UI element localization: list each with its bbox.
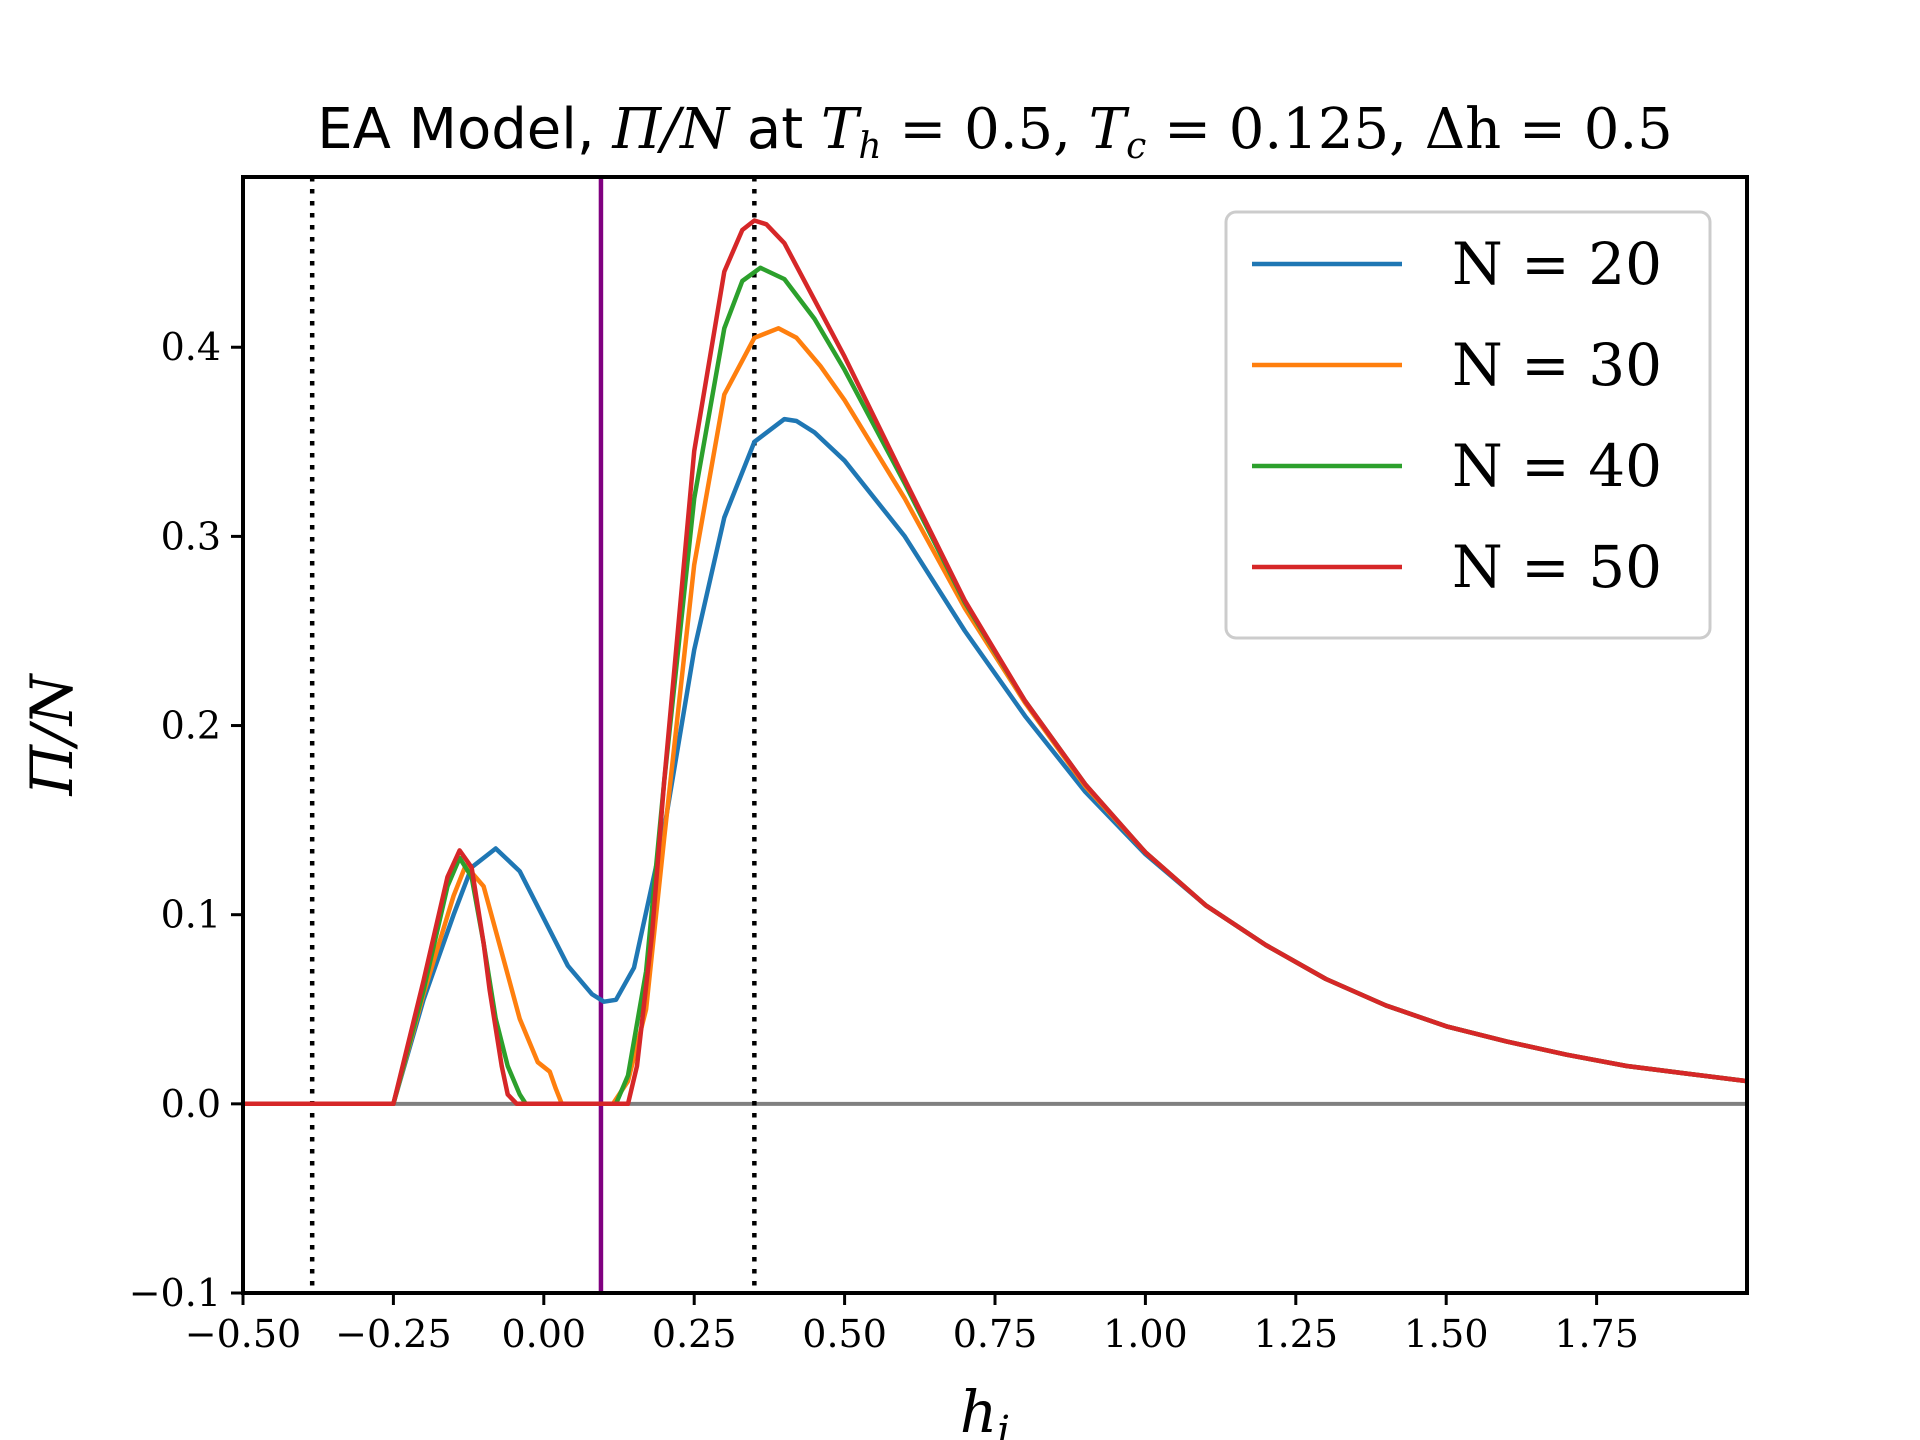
x-axis-label-sub: i xyxy=(997,1408,1010,1440)
y-tick-label: 0.0 xyxy=(161,1082,221,1126)
title-dh: Δh = 0.5 xyxy=(1425,97,1673,162)
x-tick-label: −0.50 xyxy=(185,1312,301,1356)
legend-label-1: N = 20 xyxy=(1452,230,1662,298)
x-tick-label: 1.50 xyxy=(1404,1312,1489,1356)
legend: N = 20 N = 30 N = 40 N = 50 xyxy=(1224,210,1712,640)
x-tick-label: 1.75 xyxy=(1554,1312,1639,1356)
y-tick-label: 0.1 xyxy=(161,893,221,937)
legend-label-3: N = 40 xyxy=(1452,432,1662,500)
y-tick-label: 0.4 xyxy=(161,325,221,369)
x-tick-label: 1.25 xyxy=(1253,1312,1338,1356)
legend-label-4: N = 50 xyxy=(1452,533,1662,601)
chart-title: EA Model, Π/N at Th = 0.5, Tc = 0.125, Δ… xyxy=(317,97,1673,167)
plot-area xyxy=(243,177,1747,1293)
title-tc: T xyxy=(1089,97,1130,162)
x-axis-label-main: h xyxy=(960,1378,997,1440)
title-th-sub: h xyxy=(858,126,881,167)
x-axis: −0.50 −0.25 0.00 0.25 0.50 0.75 1.00 1.25 1.50 1.… xyxy=(185,1293,1639,1356)
x-axis-label: hi xyxy=(960,1378,1010,1440)
legend-label-2: N = 30 xyxy=(1452,331,1662,399)
y-axis-label: Π/N xyxy=(18,672,86,796)
title-tc-val: = 0.125, xyxy=(1146,97,1424,162)
title-tc-sub: c xyxy=(1126,126,1146,167)
title-pi-n: Π/N xyxy=(611,97,731,162)
title-th-val: = 0.5, xyxy=(882,97,1089,162)
title-at: at xyxy=(729,97,821,162)
x-tick-label: 0.25 xyxy=(652,1312,737,1356)
y-tick-label: 0.2 xyxy=(161,704,221,748)
series-line-4 xyxy=(243,218,1747,1107)
title-th: T xyxy=(821,97,862,162)
x-tick-label: 1.00 xyxy=(1103,1312,1188,1356)
legend-box xyxy=(1224,210,1712,640)
y-axis: −0.1 0.0 0.1 0.2 0.3 0.4 xyxy=(129,325,243,1315)
x-tick-label: 0.75 xyxy=(953,1312,1038,1356)
x-tick-label: 0.00 xyxy=(501,1312,586,1356)
x-tick-label: 0.50 xyxy=(802,1312,887,1356)
y-tick-label: 0.3 xyxy=(161,514,221,558)
title-prefix: EA Model, xyxy=(317,97,612,162)
y-tick-label: −0.1 xyxy=(129,1271,221,1315)
x-tick-label: −0.25 xyxy=(335,1312,451,1356)
